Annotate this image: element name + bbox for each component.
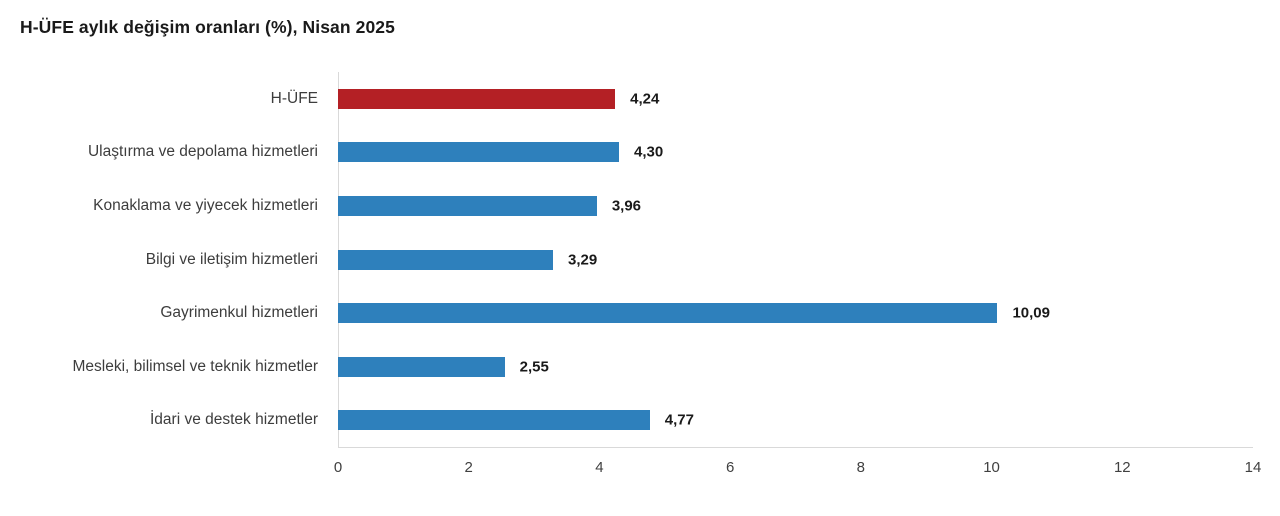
value-label: 4,30 xyxy=(634,143,664,161)
x-axis-tick-label: 14 xyxy=(1244,459,1262,476)
value-label: 10,09 xyxy=(1012,304,1050,322)
bar xyxy=(338,195,597,216)
x-axis-tick-label: 0 xyxy=(333,459,343,476)
x-axis-tick-label: 2 xyxy=(464,459,473,476)
bar xyxy=(338,410,650,431)
chart-row: Bilgi ve iletişim hizmetleri 3,29 xyxy=(0,233,1253,287)
bar xyxy=(338,356,505,377)
chart-row: İdari ve destek hizmetler 4,77 xyxy=(0,394,1253,448)
chart-row: H-ÜFE 4,24 xyxy=(0,72,1253,126)
x-axis-tick-label: 6 xyxy=(725,459,735,476)
bar xyxy=(338,303,998,324)
category-label: İdari ve destek hizmetler xyxy=(150,411,318,429)
category-label: Gayrimenkul hizmetleri xyxy=(160,304,318,322)
x-axis-tick-label: 8 xyxy=(856,459,866,476)
chart-row: Konaklama ve yiyecek hizmetleri 3,96 xyxy=(0,179,1253,233)
bar-track: 10,09 xyxy=(338,286,1253,340)
bar-track: 4,77 xyxy=(338,394,1253,448)
chart-row: Ulaştırma ve depolama hizmetleri 4,30 xyxy=(0,126,1253,180)
plot-area: H-ÜFE 4,24 Ulaştırma ve depolama hizmetler… xyxy=(0,72,1253,447)
category-label: Mesleki, bilimsel ve teknik hizmetler xyxy=(72,357,319,375)
value-label: 2,55 xyxy=(519,358,549,376)
category-label: Konaklama ve yiyecek hizmetleri xyxy=(93,196,318,214)
bar-track: 3,96 xyxy=(338,179,1253,233)
bar-track: 4,30 xyxy=(338,126,1253,180)
x-axis-tick-label: 10 xyxy=(983,459,1000,476)
value-label: 4,24 xyxy=(630,90,660,108)
chart-row: Gayrimenkul hizmetleri 10,09 xyxy=(0,286,1253,340)
chart-title: H-ÜFE aylık değişim oranları (%), Nisan … xyxy=(20,17,395,37)
bar xyxy=(338,142,620,163)
bar xyxy=(338,88,616,109)
category-label: Ulaştırma ve depolama hizmetleri xyxy=(87,143,318,161)
x-axis-tick-label: 12 xyxy=(1113,459,1131,476)
bar xyxy=(338,249,554,270)
value-label: 3,29 xyxy=(568,251,598,269)
value-label: 4,77 xyxy=(664,411,694,429)
chart-row: Mesleki, bilimsel ve teknik hizmetler 2,5… xyxy=(0,340,1253,394)
bar-track: 2,55 xyxy=(338,340,1253,394)
bar-track: 3,29 xyxy=(338,233,1253,287)
x-axis-tick-label: 4 xyxy=(595,459,604,476)
category-label: Bilgi ve iletişim hizmetleri xyxy=(145,250,318,268)
x-axis: 0 2 4 6 8 10 12 14 xyxy=(334,459,1262,479)
bar-track: 4,24 xyxy=(338,72,1253,126)
x-axis-line xyxy=(338,447,1253,448)
category-label: H-ÜFE xyxy=(270,89,318,107)
value-label: 3,96 xyxy=(611,197,642,215)
